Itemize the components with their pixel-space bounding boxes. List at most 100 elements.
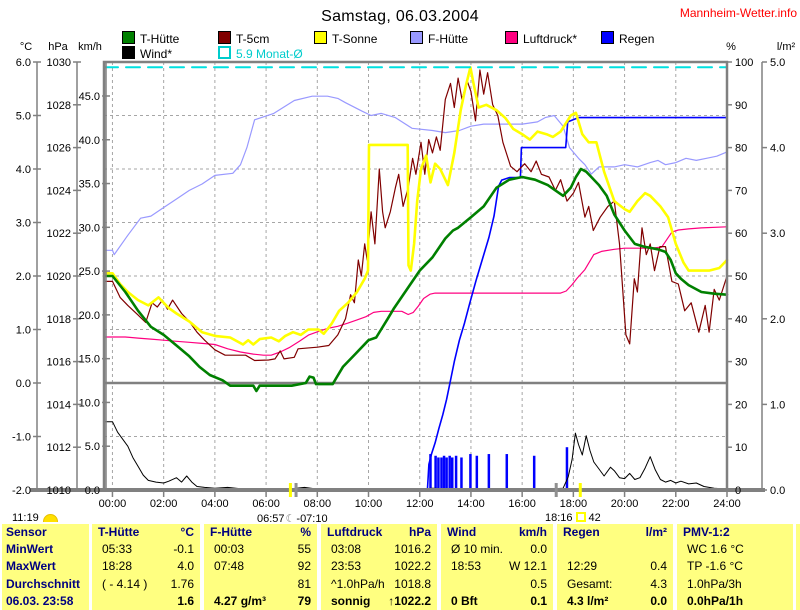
series-t-sonne — [102, 66, 729, 346]
axis-tick-label: 60 — [735, 228, 747, 240]
sunset-info: 18:16 42 — [545, 512, 601, 524]
axis-tick-label: 2.0 — [770, 314, 785, 326]
axis-tick-label: 30 — [735, 357, 747, 369]
table-cell: 0.4 — [650, 559, 667, 574]
axis-tick-label: 1.0 — [16, 325, 31, 337]
axis-tick-label: 4.0 — [16, 164, 31, 176]
legend-swatch-icon — [505, 31, 518, 44]
legend-swatch-icon — [122, 31, 135, 44]
stats-table: Sensor MinWert MaxWert Durchschnitt 06.03. 2… — [0, 524, 800, 610]
table-cell: W 12.1 — [508, 559, 547, 574]
axis-unit-label: hPa — [48, 41, 68, 53]
table-cell: -0.1 — [173, 542, 194, 557]
x-tick-label: 00:00 — [99, 498, 127, 510]
table-cell: ^1.0hPa/h — [331, 576, 385, 591]
axis-tick-label: 1016 — [47, 357, 71, 369]
axis-tick-label: 10 — [735, 442, 747, 454]
axis-tick-label: 45.0 — [79, 91, 100, 103]
table-cell: km/h — [518, 525, 547, 539]
table-cell: 1022.2 — [394, 559, 431, 574]
moon-phase-icon — [575, 512, 586, 522]
table-cell: 07:48 — [214, 559, 245, 574]
legend-item-t-5cm: T-5cm — [218, 31, 269, 46]
table-cell: MinWert — [6, 542, 54, 557]
legend-label: Regen — [619, 32, 655, 46]
table-cell: 4.3 l/m² — [567, 593, 609, 608]
table-cell: Sensor — [6, 525, 47, 539]
table-cell: 1018.8 — [394, 576, 431, 591]
table-cell: 1.6 — [177, 593, 194, 608]
axis-tick-label: 0.0 — [85, 485, 100, 497]
axis-tick-label: 50 — [735, 271, 747, 283]
sunset-time: 18:16 — [545, 512, 573, 524]
legend-item-5-9-monat-: 5.9 Monat-Ø — [218, 46, 303, 61]
series-regen — [103, 116, 728, 491]
table-cell: % — [300, 525, 311, 539]
axis-tick-label: 30.0 — [79, 222, 100, 234]
table-cell: TP -1.6 °C — [687, 559, 743, 574]
chart-legend: T-Hütte T-5cm T-Sonne F-Hütte Luftdruck* Rege… — [0, 0, 800, 62]
table-cell: 79 — [297, 593, 311, 608]
axis-tick-label: 20.0 — [79, 310, 100, 322]
daylight-info: 11:19 — [12, 512, 58, 524]
axis-tick-label: 40.0 — [79, 135, 100, 147]
series-f-h-tte — [103, 95, 728, 256]
table-cell: ( - 4.14 ) — [102, 576, 148, 591]
table-cell: hPa — [408, 525, 431, 539]
table-cell: sonnig — [331, 593, 371, 608]
legend-item-t-h-tte: T-Hütte — [122, 31, 179, 46]
legend-label: F-Hütte — [428, 32, 469, 46]
x-tick-label: 14:00 — [457, 498, 485, 510]
axis-tick-label: 90 — [735, 100, 747, 112]
axis-tick-label: 15.0 — [79, 354, 100, 366]
legend-swatch-icon — [410, 31, 423, 44]
legend-label: T-Sonne — [332, 32, 378, 46]
legend-item-wind-: Wind* — [122, 46, 173, 61]
table-cell: Wind — [447, 525, 477, 539]
table-cell: 12:29 — [567, 559, 598, 574]
table-cell: 4.27 g/m³ — [214, 593, 267, 608]
brand-link[interactable]: Mannheim-Wetter.info — [679, 6, 797, 20]
weather-chart: 00:00 02:00 04:00 06:00 08:00 10:00 12:00 14:00… — [12, 41, 795, 510]
series-wind — [103, 421, 728, 490]
axis-tick-label: 3.0 — [16, 218, 31, 230]
axis-tick-label: 2.0 — [16, 271, 31, 283]
legend-item-luftdruck-: Luftdruck* — [505, 31, 578, 46]
table-column: T-Hütte °C 05:33 -0.1 18:28 4.0 ( - 4.14 ) 1.76… — [92, 524, 200, 610]
sunrise-time: 06:57 — [257, 513, 285, 525]
x-tick-label: 02:00 — [150, 498, 178, 510]
table-column: Sensor MinWert MaxWert Durchschnitt 06.03. 2… — [2, 524, 89, 610]
x-tick-label: 22:00 — [662, 498, 690, 510]
legend-label: Wind* — [140, 47, 173, 61]
sun-icon — [42, 514, 58, 522]
table-cell: 0.0 — [530, 542, 547, 557]
axis-tick-label: 1010 — [47, 485, 71, 497]
axis-unit-label: °C — [20, 41, 32, 53]
x-tick-label: 08:00 — [304, 498, 332, 510]
table-column: F-Hütte% 00:03 55 07:48 92 81 4.27 g/m³ 79 — [204, 524, 317, 610]
legend-item-regen: Regen — [601, 31, 655, 46]
x-tick-label: 24:00 — [713, 498, 741, 510]
axis-tick-label: 5.0 — [16, 111, 31, 123]
axis-tick-label: 1012 — [47, 442, 71, 454]
x-tick-label: 12:00 — [406, 498, 434, 510]
table-cell: Ø 10 min. — [451, 542, 504, 557]
table-column: Wind km/h Ø 10 min. 0.0 18:53 W 12.1 0.5 0 Bft 0… — [441, 524, 553, 610]
series-t-5cm — [103, 69, 728, 362]
table-cell: l/m² — [645, 525, 667, 539]
axis-tick-label: 1014 — [47, 399, 71, 411]
daylight-duration: 11:19 — [12, 512, 39, 524]
legend-label: Luftdruck* — [523, 32, 578, 46]
table-cell: 18:28 — [102, 559, 133, 574]
legend-swatch-icon — [314, 31, 327, 44]
table-cell: WC 1.6 °C — [687, 542, 744, 557]
axis-tick-label: 20 — [735, 399, 747, 411]
table-cell: 1016.2 — [394, 542, 431, 557]
axis-tick-label: 70 — [735, 185, 747, 197]
axis-tick-label: 1028 — [47, 100, 71, 112]
x-tick-label: 06:00 — [252, 498, 280, 510]
table-column: Regen l/m² 12:29 0.4 Gesamt: 4.3 4.3 l/m² 0.0 — [557, 524, 673, 610]
axis-tick-label: 1024 — [47, 185, 71, 197]
axis-tick-label: 5.0 — [770, 57, 785, 69]
